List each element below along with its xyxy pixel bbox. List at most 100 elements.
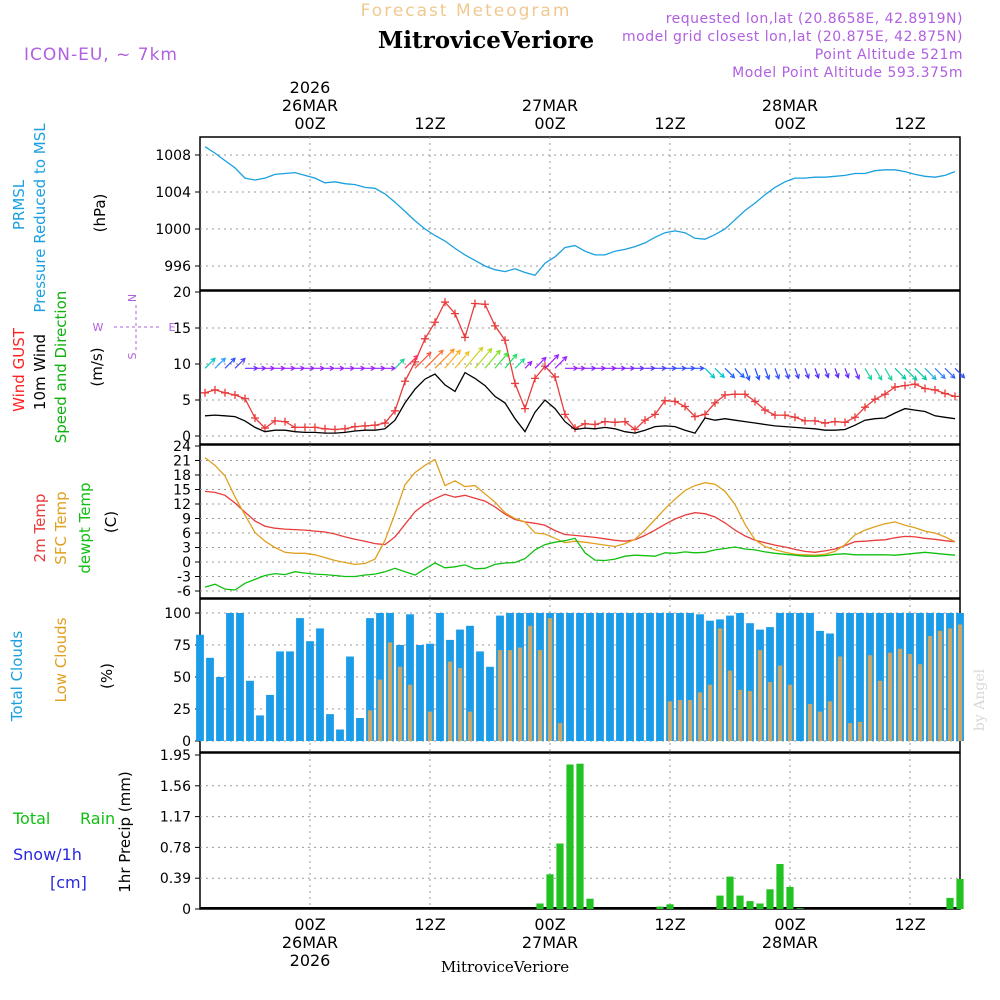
wind-direction-arrow	[894, 367, 907, 380]
wind-direction-arrow	[464, 346, 484, 369]
low-cloud-bar	[377, 679, 383, 741]
gust-marker	[801, 416, 809, 425]
precip-total-label: Total	[12, 809, 50, 828]
gust-marker	[921, 384, 929, 393]
low-cloud-bar	[367, 710, 373, 741]
prmsl-unit-label: (hPa)	[91, 194, 109, 233]
total-cloud-bar	[236, 613, 244, 741]
total-cloud-bar	[406, 614, 414, 741]
gust-marker	[521, 404, 529, 413]
rain-bar	[656, 906, 664, 909]
rain-bar	[736, 895, 744, 909]
gust-marker	[201, 388, 209, 397]
total-cloud-bar	[626, 613, 634, 741]
wind-direction-arrow	[685, 365, 697, 372]
low-cloud-bar	[457, 668, 463, 741]
y-tick-label: 1.17	[160, 810, 191, 826]
gust-marker	[861, 403, 869, 412]
gust-marker	[641, 416, 649, 425]
model-label: ICON-EU, ~ 7km	[24, 45, 178, 65]
gust-marker	[671, 397, 679, 406]
low-cloud-bar	[787, 684, 793, 741]
gust-marker	[651, 410, 659, 419]
gust-marker	[381, 419, 389, 428]
low-cloud-bar	[887, 652, 893, 741]
panel-wind: 0 5 10 15 20	[173, 285, 966, 445]
total-cloud-bar	[556, 613, 564, 741]
y-tick-label: -3	[177, 570, 191, 586]
total-cloud-bar	[596, 613, 604, 741]
gust-marker	[881, 390, 889, 399]
y-tick-label: 15	[173, 483, 191, 499]
gust-marker	[401, 377, 409, 386]
low-cloud-bar	[717, 628, 723, 741]
rain-bar	[716, 895, 724, 909]
total-cloud-bar	[316, 628, 324, 741]
wind-dir-label: Speed and Direction	[52, 291, 70, 444]
low-cloud-bar	[467, 711, 473, 741]
low-cloud-bar	[767, 682, 773, 741]
gust-marker	[711, 398, 719, 407]
wind-direction-arrow	[434, 348, 455, 369]
requested-coords: requested lon,lat (20.8658E, 42.8919N)	[666, 11, 963, 27]
wind-direction-arrow	[794, 368, 800, 380]
rain-bar	[756, 903, 764, 909]
panel-precip: 0 0.39 0.78 1.17 1.56 1.95	[160, 748, 964, 918]
y-tick-label: 9	[182, 512, 191, 528]
wind-direction-arrow	[255, 365, 267, 372]
wind-direction-arrow	[585, 365, 597, 372]
y-tick-label: 996	[164, 259, 191, 275]
wind-direction-arrow	[714, 367, 725, 379]
rain-bar	[586, 898, 594, 909]
wind-direction-arrow	[554, 355, 568, 369]
wind-direction-arrow	[754, 368, 761, 381]
low-cloud-bar	[817, 711, 823, 741]
compass-w: W	[93, 321, 104, 334]
wind-direction-arrow	[844, 368, 850, 379]
wind-direction-arrow	[504, 353, 518, 369]
low-cloud-bar	[557, 723, 563, 741]
gust-marker	[431, 318, 439, 327]
wind-direction-arrow	[514, 358, 526, 369]
t2m-label: 2m Temp	[31, 494, 49, 563]
gust-marker	[551, 372, 559, 381]
gust-marker	[691, 412, 699, 421]
wind-direction-arrow	[704, 367, 716, 379]
gust-marker	[241, 394, 249, 403]
gust-marker	[911, 380, 919, 389]
y-tick-label: 10	[173, 357, 191, 373]
wind-direction-arrow	[335, 365, 346, 372]
low-cloud-bar	[917, 664, 923, 741]
low-cloud-bar	[937, 630, 943, 741]
wind-direction-arrow	[414, 351, 432, 369]
wind-unit-label: (m/s)	[88, 347, 106, 386]
wind-direction-arrow	[854, 368, 861, 381]
rain-bar	[566, 764, 574, 909]
wind-direction-arrow	[824, 368, 830, 379]
wind-direction-arrow	[954, 367, 966, 379]
wind-direction-arrow	[904, 367, 918, 381]
y-tick-label: 15	[173, 321, 191, 337]
prmsl-label: PRMSL	[10, 179, 28, 230]
gust-marker	[361, 421, 369, 430]
total-cloud-bar	[266, 694, 274, 741]
total-cloud-bar	[376, 613, 384, 741]
time-label-bottom: 12Z	[894, 915, 925, 934]
gust-marker	[301, 423, 309, 432]
gust-marker	[271, 416, 279, 425]
time-label-top: 00Z	[294, 114, 325, 133]
wind-direction-arrow	[635, 365, 646, 372]
gust-marker	[621, 417, 629, 426]
gust-marker	[251, 414, 259, 422]
wind-direction-arrow	[494, 351, 509, 369]
wind-direction-arrow	[375, 365, 387, 372]
gust-marker	[831, 417, 839, 426]
gust-marker	[721, 390, 729, 399]
rain-bar	[956, 879, 964, 909]
rain-bar	[546, 874, 554, 909]
total-cloud-bar	[586, 613, 594, 741]
gust-marker	[811, 416, 819, 425]
total-cloud-bar	[336, 729, 344, 741]
low-cloud-bar	[677, 700, 683, 741]
